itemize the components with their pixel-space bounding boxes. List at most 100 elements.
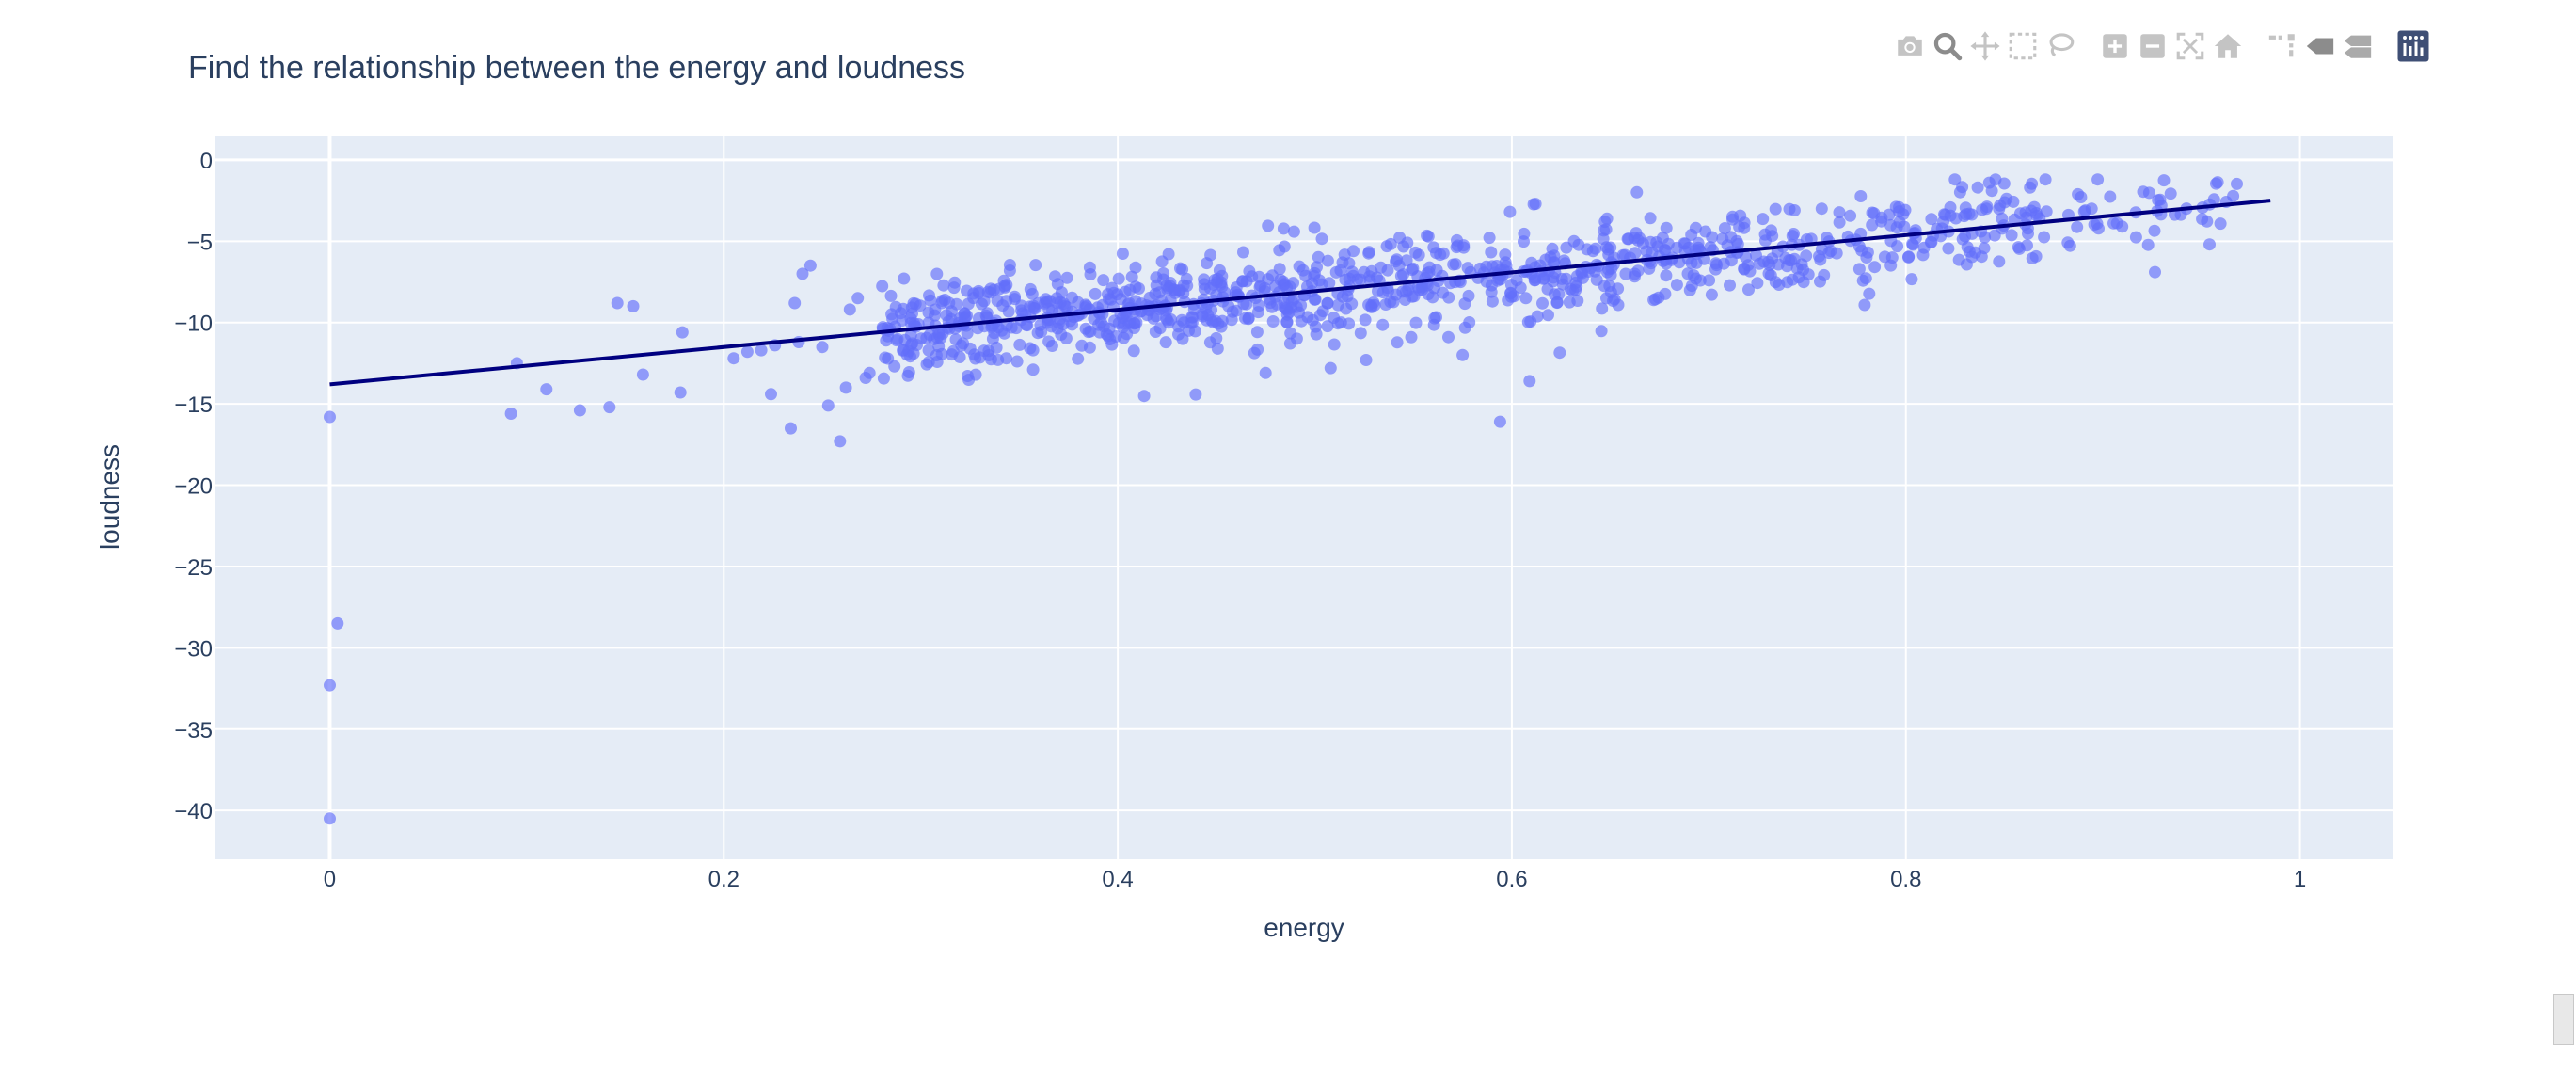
scatter-point[interactable] — [1971, 181, 1984, 194]
scatter-point[interactable] — [1619, 267, 1632, 280]
scatter-point[interactable] — [1563, 296, 1576, 309]
scatter-point[interactable] — [1312, 274, 1326, 287]
scatter-point[interactable] — [1942, 242, 1955, 255]
scatter-point[interactable] — [1262, 219, 1275, 232]
scatter-point[interactable] — [1338, 248, 1351, 262]
scatter-point[interactable] — [1814, 275, 1826, 288]
scatter-point[interactable] — [1259, 366, 1272, 379]
scatter-point[interactable] — [1985, 184, 1998, 198]
scatter-point[interactable] — [1159, 336, 1172, 349]
download-plot-button[interactable] — [1891, 24, 1929, 68]
scatter-point[interactable] — [2038, 231, 2051, 244]
scatter-point[interactable] — [573, 404, 586, 417]
scatter-point[interactable] — [1105, 281, 1119, 295]
scatter-point[interactable] — [331, 616, 344, 630]
scatter-point[interactable] — [1570, 270, 1583, 282]
scatter-point[interactable] — [727, 352, 740, 365]
scatter-point[interactable] — [1486, 260, 1499, 273]
scatter-point[interactable] — [1572, 238, 1585, 251]
scatter-point[interactable] — [1421, 229, 1434, 242]
scatter-point[interactable] — [1089, 287, 1102, 300]
scatter-point[interactable] — [1246, 270, 1259, 283]
scatter-point[interactable] — [504, 408, 517, 420]
scatter-point[interactable] — [755, 344, 768, 357]
scatter-point[interactable] — [2029, 249, 2043, 263]
scatter-point[interactable] — [1542, 309, 1554, 322]
scatter-point[interactable] — [1751, 277, 1764, 290]
scatter-point[interactable] — [1230, 281, 1243, 294]
scatter-point[interactable] — [2025, 204, 2038, 217]
scatter-point[interactable] — [2021, 239, 2033, 252]
scatter-point[interactable] — [1451, 239, 1464, 252]
scatter-point[interactable] — [909, 297, 922, 311]
reset-axes-button[interactable] — [2209, 24, 2247, 68]
scatter-point[interactable] — [676, 326, 689, 339]
scatter-point[interactable] — [1740, 250, 1753, 264]
scatter-point[interactable] — [1253, 280, 1266, 294]
scatter-point[interactable] — [1975, 250, 1988, 264]
scatter-point[interactable] — [1239, 312, 1251, 325]
scatter-point[interactable] — [2231, 177, 2243, 190]
scatter-point[interactable] — [1875, 211, 1888, 224]
scatter-point[interactable] — [1989, 173, 2002, 186]
scatter-point[interactable] — [1589, 264, 1601, 278]
scatter-point[interactable] — [1225, 313, 1238, 327]
scatter-point[interactable] — [1866, 218, 1879, 232]
scatter-point[interactable] — [959, 311, 972, 324]
scatter-point[interactable] — [1028, 302, 1042, 315]
scatter-point[interactable] — [1147, 312, 1160, 325]
scatter-point[interactable] — [1925, 213, 1938, 226]
scatter-point[interactable] — [1902, 250, 1916, 264]
scatter-point[interactable] — [1309, 320, 1322, 333]
scatter-point[interactable] — [1960, 208, 1973, 221]
scatter-point[interactable] — [1644, 212, 1657, 225]
scatter-point[interactable] — [962, 370, 974, 382]
scatter-point[interactable] — [1504, 287, 1518, 300]
scatter-point[interactable] — [1116, 248, 1129, 260]
scatter-point[interactable] — [1311, 261, 1323, 274]
scatter-point[interactable] — [1321, 296, 1334, 310]
scatter-point[interactable] — [2104, 190, 2117, 203]
scatter-point[interactable] — [1406, 264, 1419, 277]
scatter-point[interactable] — [2207, 193, 2220, 206]
plotly-logo[interactable] — [2393, 24, 2433, 68]
scatter-point[interactable] — [1362, 298, 1375, 312]
scatter-point[interactable] — [1863, 287, 1876, 300]
box-select-button[interactable] — [2004, 24, 2042, 68]
scatter-point[interactable] — [1660, 269, 1673, 282]
scatter-point[interactable] — [1328, 338, 1341, 351]
scatter-point[interactable] — [1340, 302, 1353, 315]
scatter-point[interactable] — [1024, 342, 1037, 355]
scatter-point[interactable] — [2214, 217, 2227, 231]
scatter-point[interactable] — [1210, 331, 1223, 344]
scatter-point[interactable] — [897, 344, 910, 357]
scatter-point[interactable] — [1689, 272, 1702, 285]
scatter-point[interactable] — [972, 284, 985, 297]
scatter-point[interactable] — [1514, 281, 1527, 295]
scatter-point[interactable] — [1123, 283, 1137, 296]
scatter-point[interactable] — [1763, 259, 1776, 271]
scatter-point[interactable] — [1566, 284, 1580, 297]
scatter-point[interactable] — [1312, 250, 1325, 264]
scatter-point[interactable] — [839, 381, 852, 394]
scatter-point[interactable] — [627, 299, 640, 312]
scatter-point[interactable] — [1127, 344, 1140, 358]
scatter-point[interactable] — [1518, 227, 1531, 240]
scatter-point[interactable] — [611, 296, 624, 310]
scatter-point[interactable] — [920, 331, 933, 344]
scatter-point[interactable] — [1458, 321, 1471, 334]
scatter-point[interactable] — [1251, 306, 1264, 319]
scatter-point[interactable] — [1854, 190, 1868, 202]
scatter-point[interactable] — [1800, 249, 1813, 263]
scatter-point[interactable] — [1198, 278, 1211, 291]
scatter-point[interactable] — [834, 435, 847, 448]
scatter-point[interactable] — [932, 340, 946, 353]
scatter-point[interactable] — [1362, 247, 1375, 260]
scatter-point[interactable] — [1266, 315, 1280, 328]
toggle-spike-lines-button[interactable] — [2264, 24, 2301, 68]
scatter-point[interactable] — [1586, 245, 1599, 258]
scatter-point[interactable] — [788, 296, 802, 310]
scatter-point[interactable] — [2007, 195, 2020, 208]
compare-hover-button[interactable] — [2339, 24, 2377, 68]
scatter-point[interactable] — [907, 347, 920, 360]
